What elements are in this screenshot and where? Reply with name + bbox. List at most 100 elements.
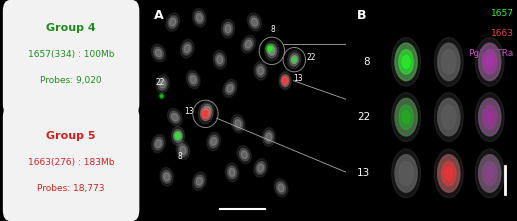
Text: 8: 8 [177,152,183,162]
Ellipse shape [438,43,460,81]
Ellipse shape [215,53,224,66]
Ellipse shape [256,64,265,77]
Ellipse shape [225,25,231,33]
Ellipse shape [479,43,501,81]
Ellipse shape [196,177,203,185]
Ellipse shape [155,49,162,57]
Ellipse shape [227,84,233,92]
Ellipse shape [201,107,210,121]
Ellipse shape [482,50,497,74]
Ellipse shape [438,98,460,136]
Text: A: A [155,9,164,22]
Ellipse shape [274,179,288,197]
Ellipse shape [257,164,264,172]
Ellipse shape [395,99,417,135]
Ellipse shape [479,98,501,136]
Ellipse shape [186,70,200,89]
Ellipse shape [221,19,235,38]
Ellipse shape [166,13,180,31]
Ellipse shape [178,144,188,157]
Text: 1663: 1663 [491,29,513,38]
Ellipse shape [479,43,501,81]
Ellipse shape [233,117,243,130]
Ellipse shape [223,79,237,97]
Ellipse shape [290,53,299,66]
Ellipse shape [199,104,212,124]
Ellipse shape [438,155,460,192]
Text: 1657: 1657 [491,9,513,18]
Ellipse shape [479,155,500,192]
Ellipse shape [282,77,288,85]
Ellipse shape [227,166,237,179]
Ellipse shape [159,93,164,99]
Text: Probes: 18,773: Probes: 18,773 [37,185,105,193]
Ellipse shape [235,120,241,128]
Ellipse shape [482,50,497,74]
Ellipse shape [164,173,170,181]
Ellipse shape [399,50,413,74]
Ellipse shape [391,93,421,141]
Ellipse shape [156,75,169,93]
Ellipse shape [245,40,252,48]
Text: 13: 13 [184,107,194,116]
Ellipse shape [278,184,284,192]
Ellipse shape [486,55,494,69]
Ellipse shape [475,149,504,198]
Ellipse shape [151,44,166,62]
Text: 1657(334) : 100Mb: 1657(334) : 100Mb [28,50,114,59]
Ellipse shape [192,8,206,27]
Ellipse shape [173,129,183,143]
Text: Pg167TRa: Pg167TRa [468,49,513,58]
Ellipse shape [479,155,501,192]
Ellipse shape [254,159,267,177]
Ellipse shape [217,55,223,64]
Ellipse shape [475,93,504,141]
Ellipse shape [293,58,296,61]
Ellipse shape [434,149,463,198]
Ellipse shape [160,168,173,186]
Ellipse shape [442,50,456,74]
Ellipse shape [174,131,182,140]
Ellipse shape [201,101,214,120]
Ellipse shape [196,13,203,22]
Ellipse shape [391,38,421,86]
Ellipse shape [482,105,497,129]
Ellipse shape [210,137,217,146]
Ellipse shape [257,67,264,75]
Ellipse shape [395,155,417,192]
Text: Group 4: Group 4 [46,23,96,33]
Ellipse shape [151,135,165,153]
Ellipse shape [482,105,497,129]
Ellipse shape [203,104,212,117]
Ellipse shape [434,38,463,86]
Text: B: B [357,9,366,22]
Ellipse shape [188,73,198,86]
Ellipse shape [291,55,297,64]
Ellipse shape [162,170,171,183]
Ellipse shape [267,44,277,58]
Ellipse shape [170,18,176,26]
Text: 22: 22 [156,78,165,87]
Ellipse shape [231,114,245,133]
Ellipse shape [399,50,414,74]
Ellipse shape [283,78,287,83]
Ellipse shape [268,46,272,51]
Ellipse shape [486,110,494,124]
Ellipse shape [269,46,275,55]
Ellipse shape [281,75,289,86]
Text: 8: 8 [270,25,275,34]
Ellipse shape [395,44,417,80]
Ellipse shape [168,109,182,126]
Ellipse shape [183,42,192,55]
Ellipse shape [287,50,301,69]
Ellipse shape [175,132,181,140]
Ellipse shape [475,38,504,86]
Ellipse shape [442,161,456,186]
Ellipse shape [250,16,260,29]
Ellipse shape [395,43,417,81]
Ellipse shape [237,146,251,164]
Text: 13: 13 [357,168,370,179]
Ellipse shape [176,141,190,160]
Ellipse shape [171,126,185,145]
Ellipse shape [251,18,257,26]
